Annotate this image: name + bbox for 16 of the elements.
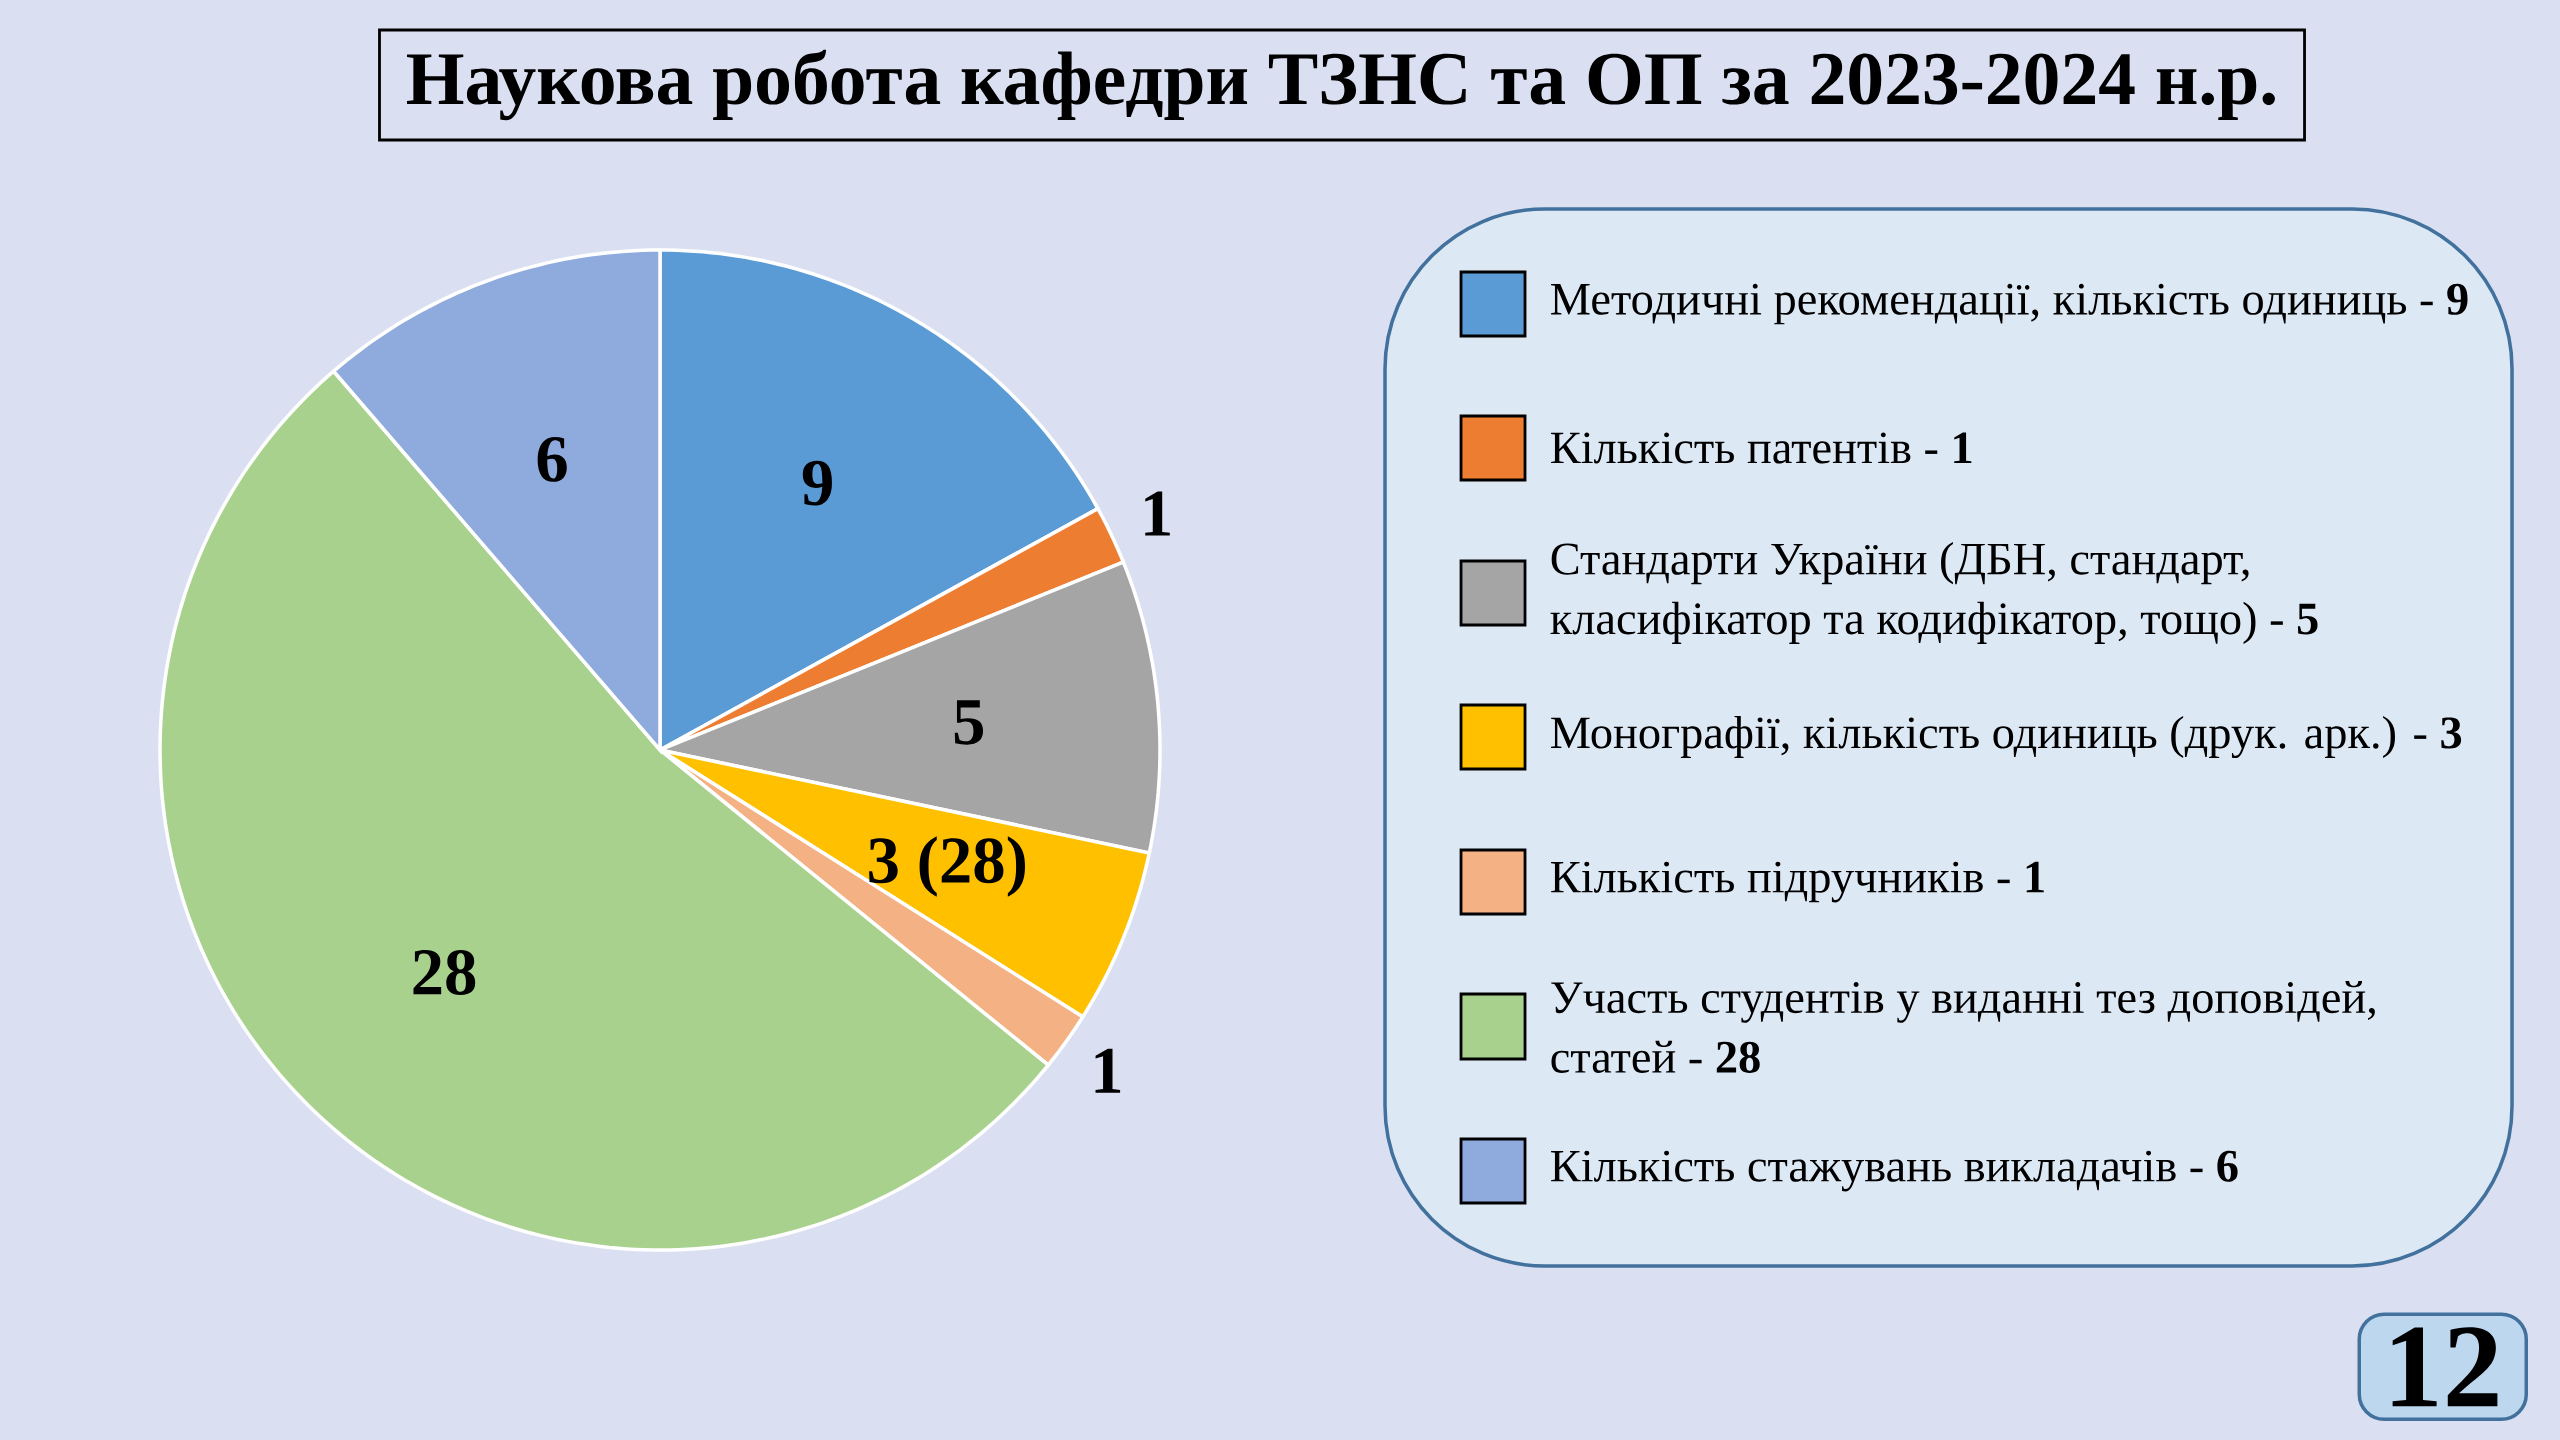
data-label: 1 <box>1095 1048 1121 1093</box>
legend-label: Методичні рекомендації, кількість одиниць - 9 <box>1551 283 2468 325</box>
text: 12 <box>2392 1327 2498 1407</box>
legend-label: Стандарти України (ДБН, стандарт, класифікатор та кодифікатор, тощо) - 5 <box>1550 542 2318 644</box>
data-label: 9 <box>802 460 832 506</box>
chart-title: Наукова робота кафедри ТЗНС та ОП за 2023-2024 н.р. <box>406 49 2275 121</box>
data-label: 5 <box>954 700 984 745</box>
data-label: 28 <box>413 949 476 995</box>
legend-label: Монографії, кількість одиниць (друк. арк.) - 3 <box>1551 715 2462 759</box>
data-label: 3 (28) <box>869 836 1025 897</box>
data-label: 6 <box>537 436 567 482</box>
legend-label: Кількість патентів - 1 <box>1551 432 1972 464</box>
legend-label: Участь студентів у виданні тез доповідей, статей - 28 <box>1551 981 2375 1073</box>
data-label: 1 <box>1145 491 1170 536</box>
legend-label: Кількість стажувань викладачів - 6 <box>1551 1150 2238 1192</box>
legend-label: Кількість підручників - 1 <box>1551 861 2044 903</box>
